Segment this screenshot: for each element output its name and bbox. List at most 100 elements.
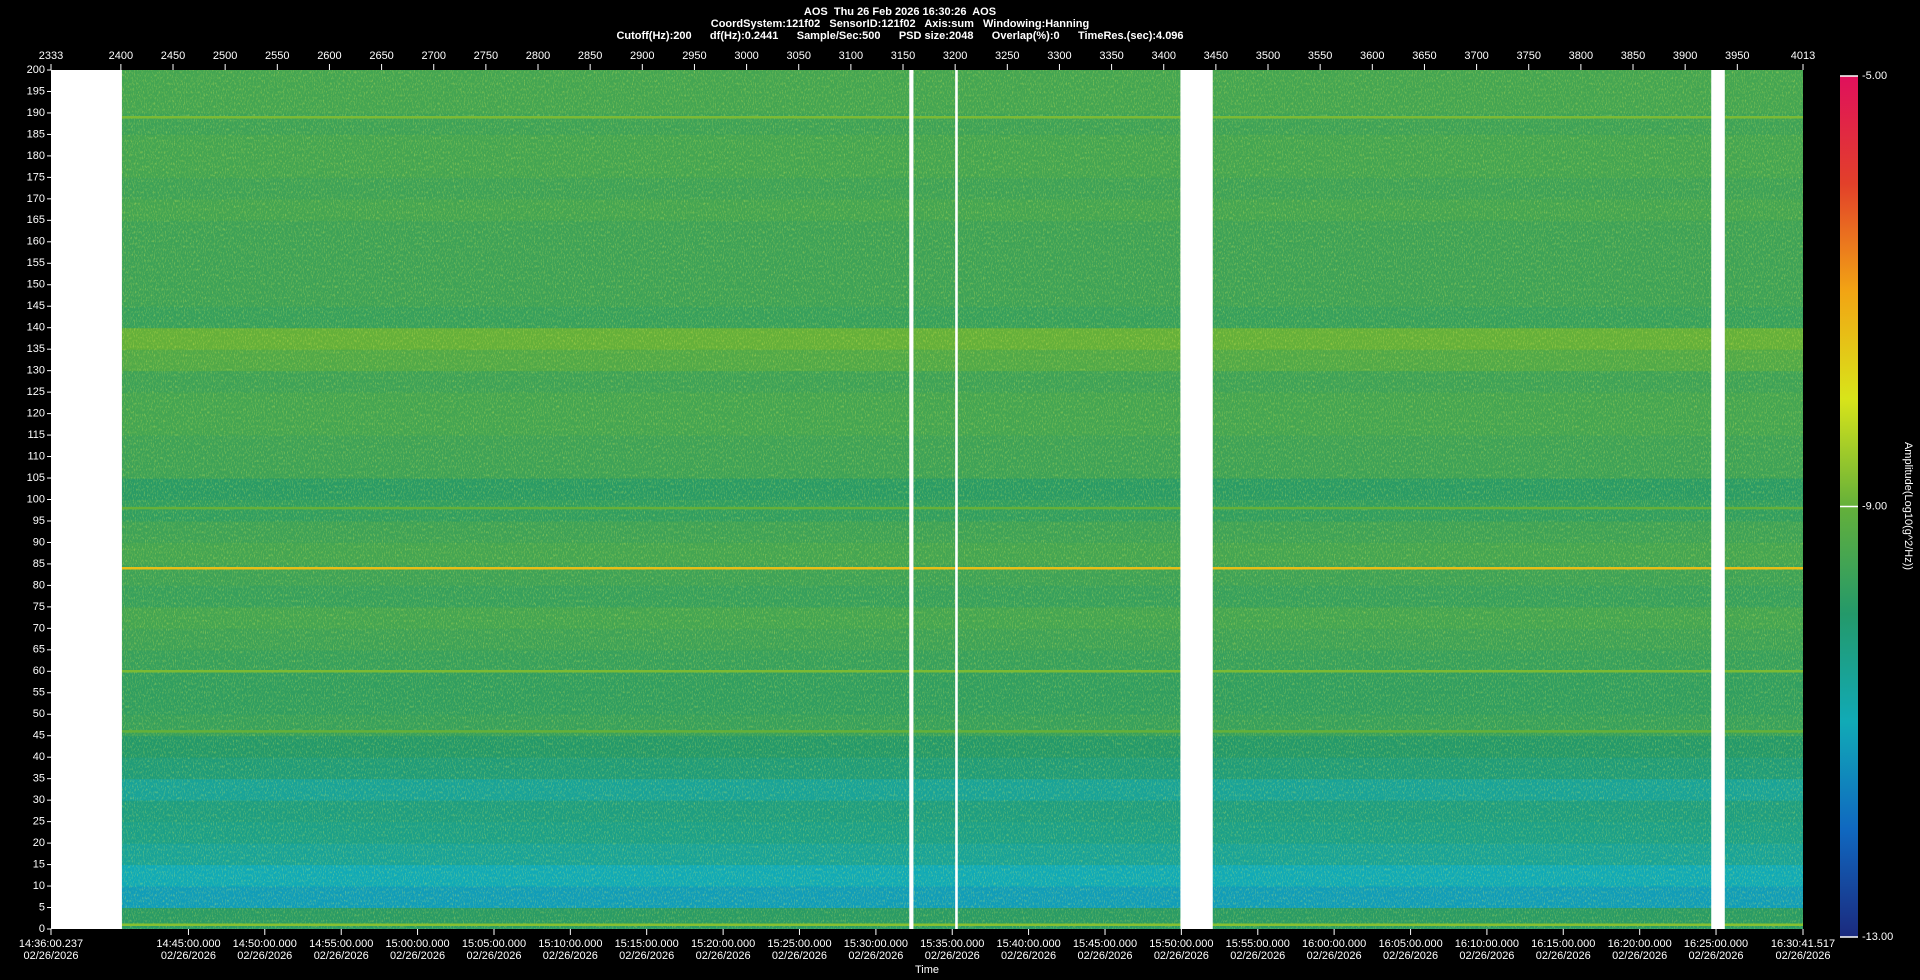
y-tick-label: 60	[33, 665, 45, 677]
y-tick-label: 45	[33, 730, 45, 742]
time-tick-date: 02/26/2026	[925, 950, 980, 962]
time-tick-date: 02/26/2026	[1775, 950, 1830, 962]
time-tick-label: 16:20:00.000	[1608, 938, 1672, 950]
y-tick-label: 120	[27, 408, 45, 420]
x-tick-label: 3700	[1464, 50, 1488, 62]
time-tick-date: 02/26/2026	[161, 950, 216, 962]
y-tick-label: 80	[33, 579, 45, 591]
colorbar-tick-label: -9.00	[1862, 500, 1887, 512]
time-tick-label: 16:05:00.000	[1378, 938, 1442, 950]
colorbar-label: Amplitude(Log10(g^2/Hz))	[1902, 442, 1914, 570]
time-tick-date: 02/26/2026	[696, 950, 751, 962]
time-tick-label: 15:50:00.000	[1149, 938, 1213, 950]
y-tick-label: 150	[27, 279, 45, 291]
time-tick-label: 15:30:00.000	[844, 938, 908, 950]
y-tick-label: 10	[33, 880, 45, 892]
colorbar-tick-label: -13.00	[1862, 931, 1893, 943]
texture	[51, 70, 1803, 929]
chart-subtitle: CoordSystem:121f02 SensorID:121f02 Axis:…	[711, 18, 1089, 30]
y-tick-label: 145	[27, 300, 45, 312]
y-tick-label: 115	[27, 429, 45, 441]
time-tick-label: 14:45:00.000	[156, 938, 220, 950]
x-tick-label: 3250	[995, 50, 1019, 62]
data-gap	[1180, 70, 1213, 929]
x-tick-label: 3050	[786, 50, 810, 62]
x-tick-label: 3000	[734, 50, 758, 62]
time-tick-date: 02/26/2026	[1536, 950, 1591, 962]
y-tick-label: 180	[27, 150, 45, 162]
data-gap	[51, 70, 122, 929]
time-tick-date: 02/26/2026	[23, 950, 78, 962]
time-tick-label: 15:25:00.000	[767, 938, 831, 950]
x-tick-label: 2500	[213, 50, 237, 62]
x-tick-label: 2700	[421, 50, 445, 62]
time-tick-label: 16:15:00.000	[1531, 938, 1595, 950]
time-tick-date: 02/26/2026	[1001, 950, 1056, 962]
x-tick-label: 2550	[265, 50, 289, 62]
x-tick-label: 3200	[943, 50, 967, 62]
time-tick-label: 15:20:00.000	[691, 938, 755, 950]
time-tick-date: 02/26/2026	[772, 950, 827, 962]
time-tick-date: 02/26/2026	[1077, 950, 1132, 962]
y-tick-label: 195	[27, 85, 45, 97]
x-tick-label: 3800	[1569, 50, 1593, 62]
data-gap	[909, 70, 914, 929]
x-axis-label: Time	[915, 964, 939, 976]
time-tick-date: 02/26/2026	[1307, 950, 1362, 962]
y-tick-label: 105	[27, 472, 45, 484]
x-tick-label: 3900	[1673, 50, 1697, 62]
x-tick-label: 3750	[1516, 50, 1540, 62]
y-tick-label: 85	[33, 558, 45, 570]
time-tick-label: 15:45:00.000	[1073, 938, 1137, 950]
x-tick-label: 3100	[839, 50, 863, 62]
time-tick-label: 15:00:00.000	[385, 938, 449, 950]
time-tick-label: 15:05:00.000	[462, 938, 526, 950]
x-tick-label: 2600	[317, 50, 341, 62]
x-tick-label: 3950	[1725, 50, 1749, 62]
y-tick-label: 160	[27, 236, 45, 248]
time-tick-label: 15:40:00.000	[996, 938, 1060, 950]
x-tick-label: 3650	[1412, 50, 1436, 62]
time-tick-date: 02/26/2026	[466, 950, 521, 962]
x-tick-label: 2400	[109, 50, 133, 62]
time-tick-date: 02/26/2026	[619, 950, 674, 962]
y-tick-label: 5	[39, 901, 45, 913]
time-tick-label: 15:35:00.000	[920, 938, 984, 950]
x-tick-label: 3450	[1204, 50, 1228, 62]
x-tick-label: 2333	[39, 50, 63, 62]
x-tick-label: 2750	[474, 50, 498, 62]
x-tick-label: 2450	[161, 50, 185, 62]
data-gap	[955, 70, 958, 929]
y-tick-label: 90	[33, 536, 45, 548]
y-tick-label: 55	[33, 687, 45, 699]
time-tick-date: 02/26/2026	[1154, 950, 1209, 962]
y-tick-label: 0	[39, 923, 45, 935]
y-tick-label: 200	[27, 64, 45, 76]
y-tick-label: 170	[27, 193, 45, 205]
x-tick-label: 2950	[682, 50, 706, 62]
y-tick-label: 110	[27, 450, 45, 462]
time-tick-label: 16:00:00.000	[1302, 938, 1366, 950]
y-tick-label: 100	[27, 493, 45, 505]
y-tick-label: 175	[27, 171, 45, 183]
time-tick-label: 16:10:00.000	[1455, 938, 1519, 950]
time-tick-date: 02/26/2026	[237, 950, 292, 962]
y-tick-label: 30	[33, 794, 45, 806]
x-tick-label: 3500	[1256, 50, 1280, 62]
x-tick-label: 2850	[578, 50, 602, 62]
x-tick-label: 3150	[891, 50, 915, 62]
x-tick-label: 2800	[526, 50, 550, 62]
y-tick-label: 70	[33, 622, 45, 634]
y-tick-label: 140	[27, 322, 45, 334]
time-tick-label: 15:15:00.000	[615, 938, 679, 950]
x-tick-label: 2650	[369, 50, 393, 62]
x-tick-label: 3850	[1621, 50, 1645, 62]
y-tick-label: 155	[27, 257, 45, 269]
time-tick-label: 14:55:00.000	[309, 938, 373, 950]
y-tick-label: 35	[33, 773, 45, 785]
time-tick-date: 02/26/2026	[390, 950, 445, 962]
time-tick-date: 02/26/2026	[314, 950, 369, 962]
y-tick-label: 50	[33, 708, 45, 720]
time-tick-date: 02/26/2026	[1230, 950, 1285, 962]
